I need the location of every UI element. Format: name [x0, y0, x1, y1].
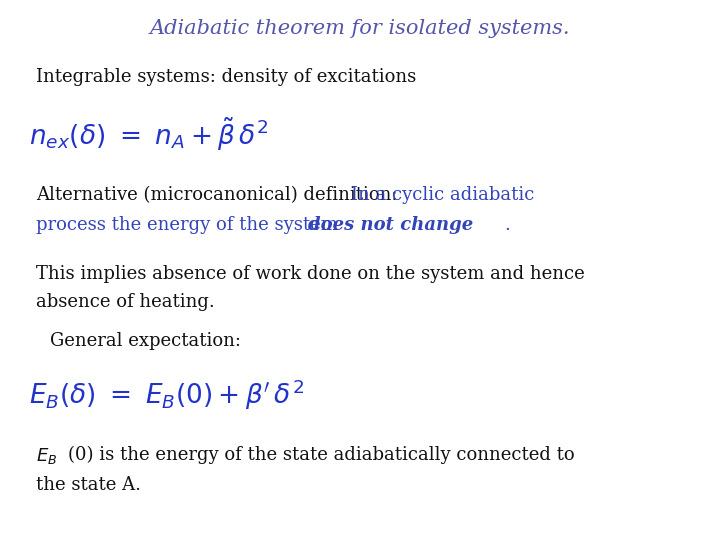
Text: $n_{ex}(\delta)\ =\ n_A + \tilde{\beta}\,\delta^2$: $n_{ex}(\delta)\ =\ n_A + \tilde{\beta}\… [29, 116, 269, 153]
Text: process the energy of the system: process the energy of the system [36, 216, 343, 234]
Text: $E_B$: $E_B$ [36, 446, 58, 465]
Text: (0) is the energy of the state adiabatically connected to: (0) is the energy of the state adiabatic… [68, 446, 575, 464]
Text: Adiabatic theorem for isolated systems.: Adiabatic theorem for isolated systems. [150, 19, 570, 38]
Text: This implies absence of work done on the system and hence: This implies absence of work done on the… [36, 265, 585, 282]
Text: the state A.: the state A. [36, 476, 141, 494]
Text: does not change: does not change [308, 216, 474, 234]
Text: Alternative (microcanonical) definition:: Alternative (microcanonical) definition: [36, 186, 403, 204]
Text: absence of heating.: absence of heating. [36, 293, 215, 311]
Text: In a cyclic adiabatic: In a cyclic adiabatic [351, 186, 534, 204]
Text: Integrable systems: density of excitations: Integrable systems: density of excitatio… [36, 68, 416, 85]
Text: General expectation:: General expectation: [50, 332, 241, 350]
Text: .: . [504, 216, 510, 234]
Text: $E_B(\delta)\ =\ E_B(0) + \beta'\,\delta^2$: $E_B(\delta)\ =\ E_B(0) + \beta'\,\delta… [29, 378, 304, 413]
